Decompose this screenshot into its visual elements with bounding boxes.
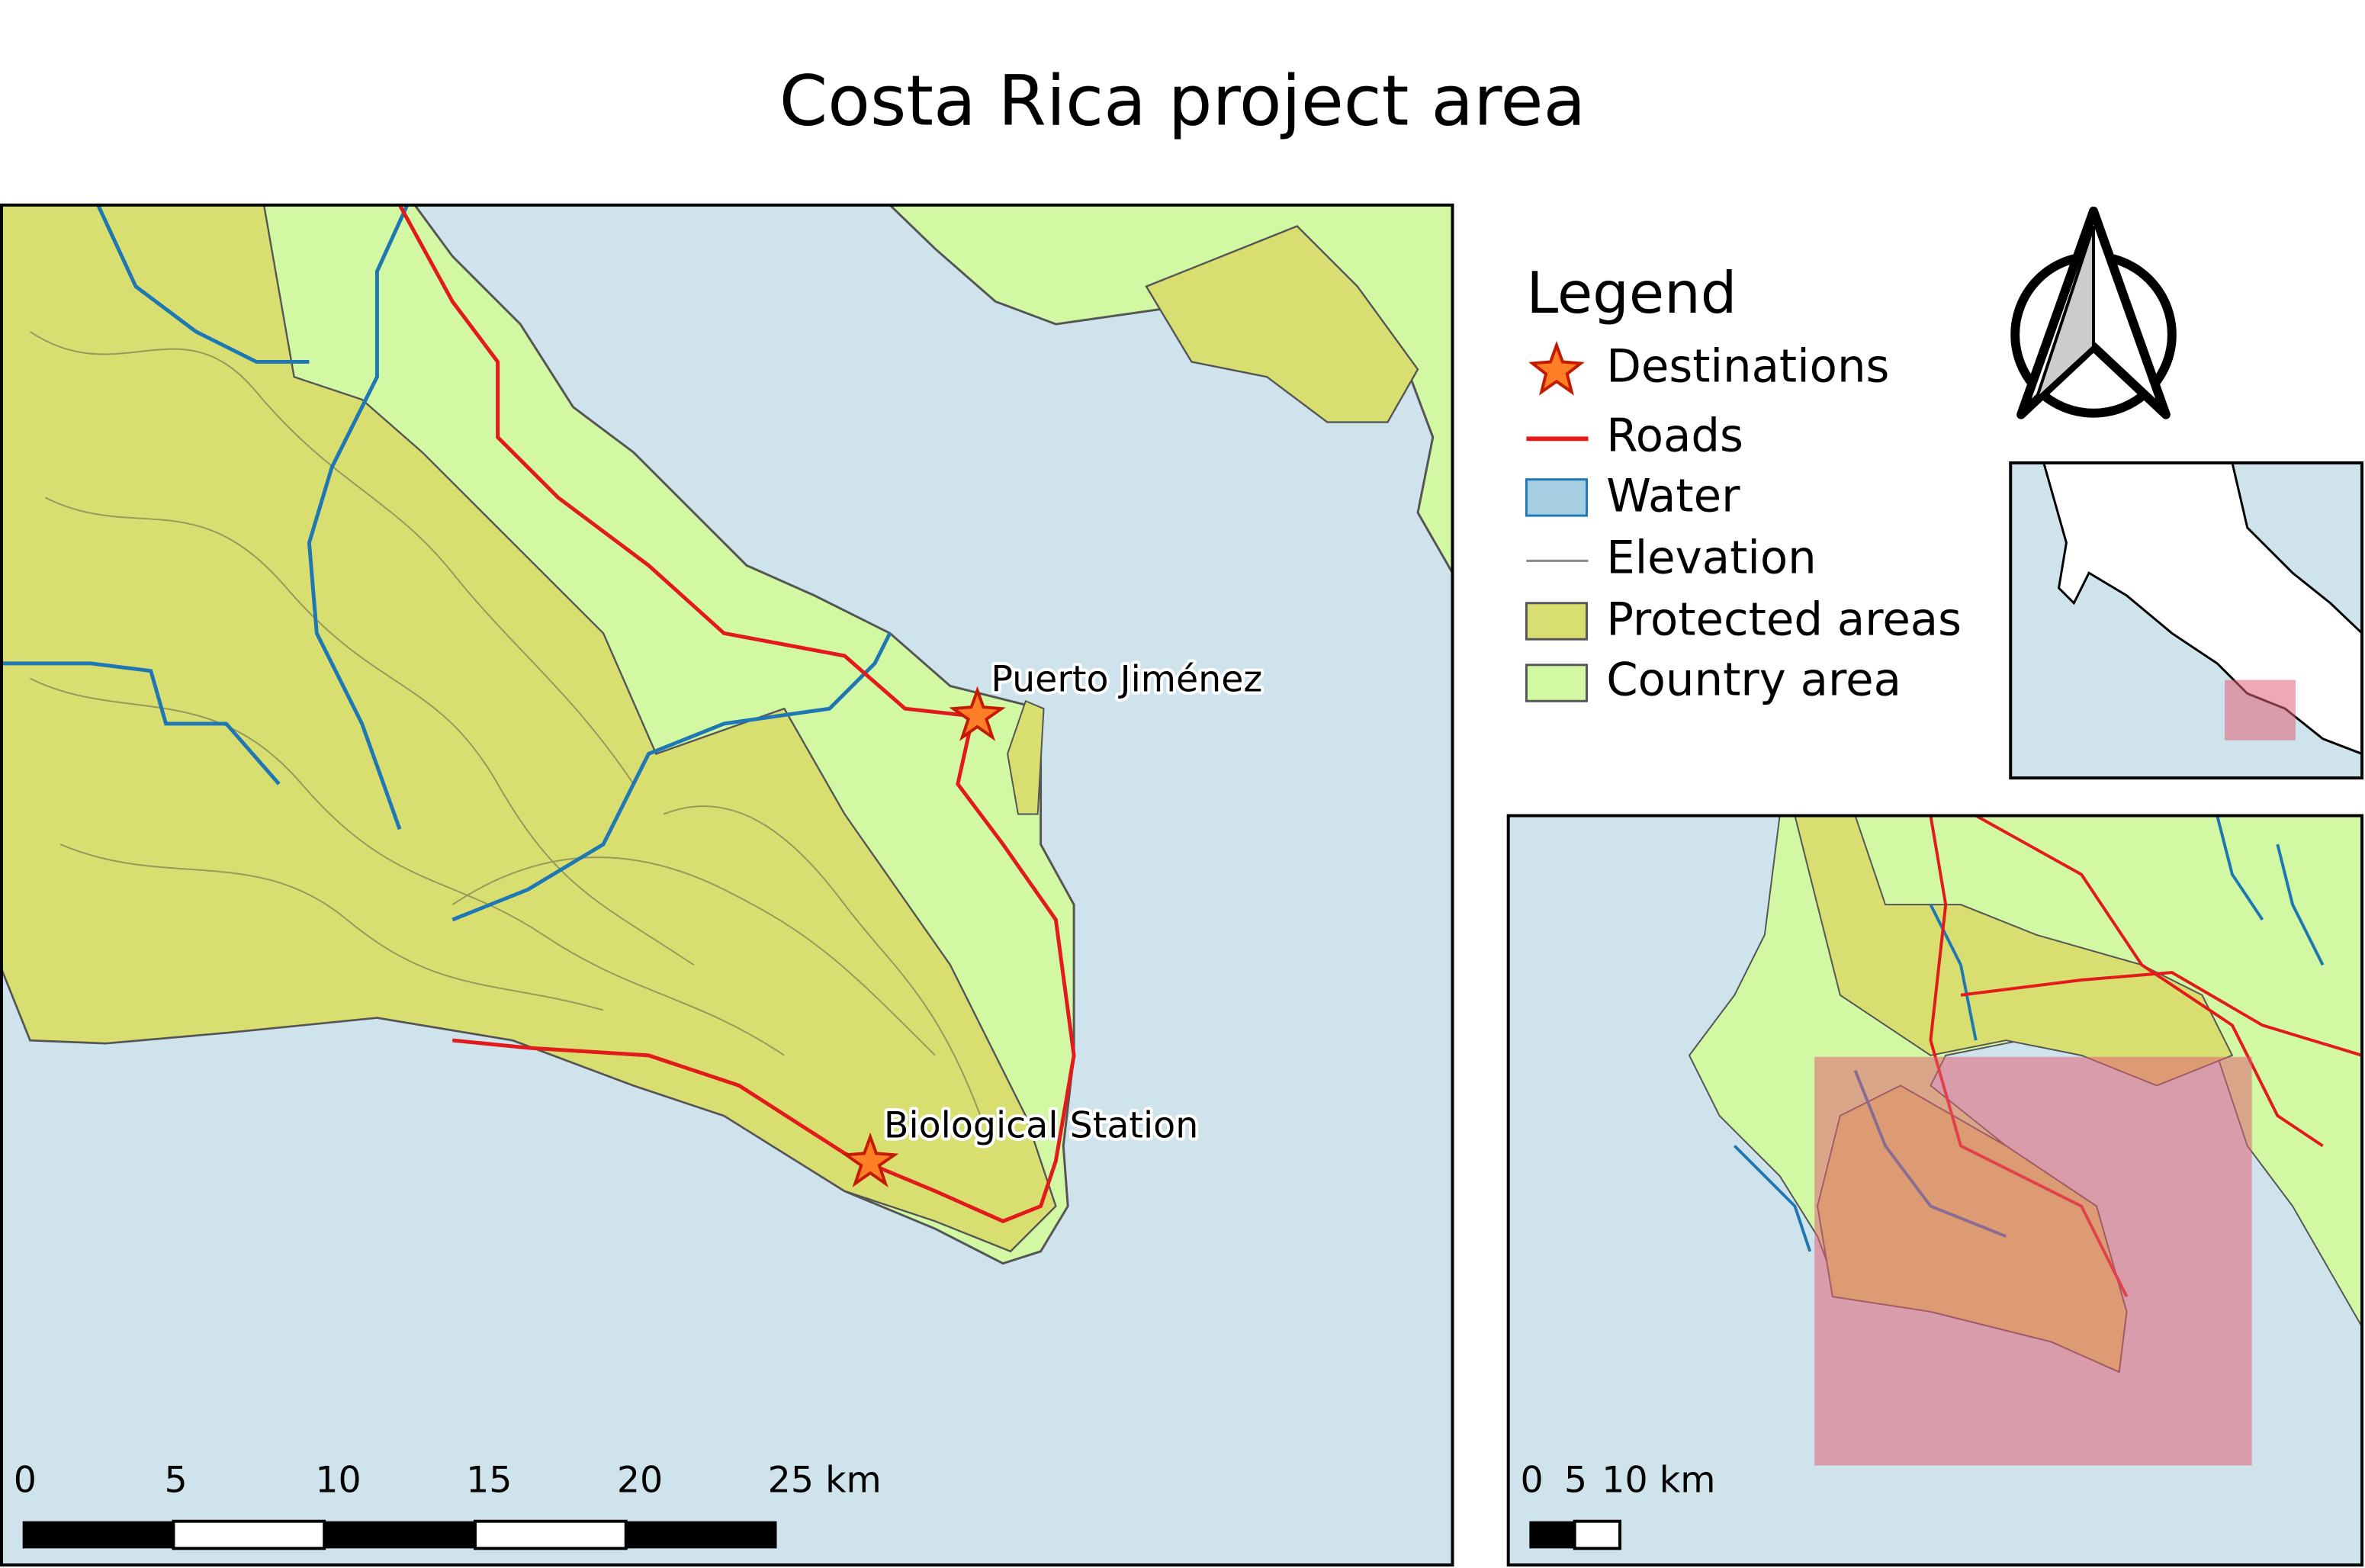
title: Costa Rica project area (779, 61, 1586, 141)
scale-label: 10 km (1602, 1459, 1715, 1501)
protected-area (0, 204, 1057, 1253)
legend-label: Roads (1606, 409, 1743, 461)
scale-label: 10 (315, 1459, 361, 1501)
inset-frame (2009, 461, 2364, 780)
scale-label: 0 (1521, 1459, 1544, 1501)
scale-bar (1529, 1519, 1622, 1550)
legend-title: Legend (1526, 259, 1737, 326)
inset-map (2010, 462, 2363, 779)
legend-label: Water (1606, 469, 1740, 522)
legend-symbol (1525, 602, 1589, 641)
overview-frame (1506, 814, 2364, 1567)
scale-label: 0 (14, 1459, 37, 1501)
rivers (0, 204, 892, 922)
legend-symbol (1528, 340, 1585, 396)
legend-symbol (1525, 478, 1589, 517)
destination-marker (841, 1132, 899, 1187)
protected-area-north (1145, 225, 1419, 423)
north-arrow (2010, 206, 2177, 419)
overview-map (1508, 815, 2363, 1566)
place-label: Biological Station (884, 1105, 1198, 1147)
legend-label: Protected areas (1606, 593, 1962, 646)
legend-label: Country area (1606, 654, 1901, 706)
destination-marker (949, 686, 1006, 741)
place-label: Puerto Jiménez (991, 659, 1262, 701)
legend-symbol (1525, 664, 1589, 702)
scale-label: 15 (466, 1459, 512, 1501)
legend-label: Elevation (1606, 532, 1816, 584)
road (397, 204, 1076, 1223)
main-map-frame (0, 203, 1454, 1567)
scale-label: 20 (617, 1459, 663, 1501)
legend-label: Destinations (1606, 339, 1889, 392)
scale-label: 5 (1564, 1459, 1587, 1501)
scale-label: 25 km (768, 1459, 882, 1501)
island (1007, 699, 1045, 815)
scale-bar (22, 1519, 777, 1550)
destinations (841, 686, 1006, 1187)
scale-label: 5 (165, 1459, 188, 1501)
extent-box (1814, 1056, 2252, 1466)
main-map: Puerto Jiménez Biological Station (0, 204, 1453, 1566)
legend: Legend Destinations Roads Water Elevation Pr… (1525, 259, 1962, 706)
